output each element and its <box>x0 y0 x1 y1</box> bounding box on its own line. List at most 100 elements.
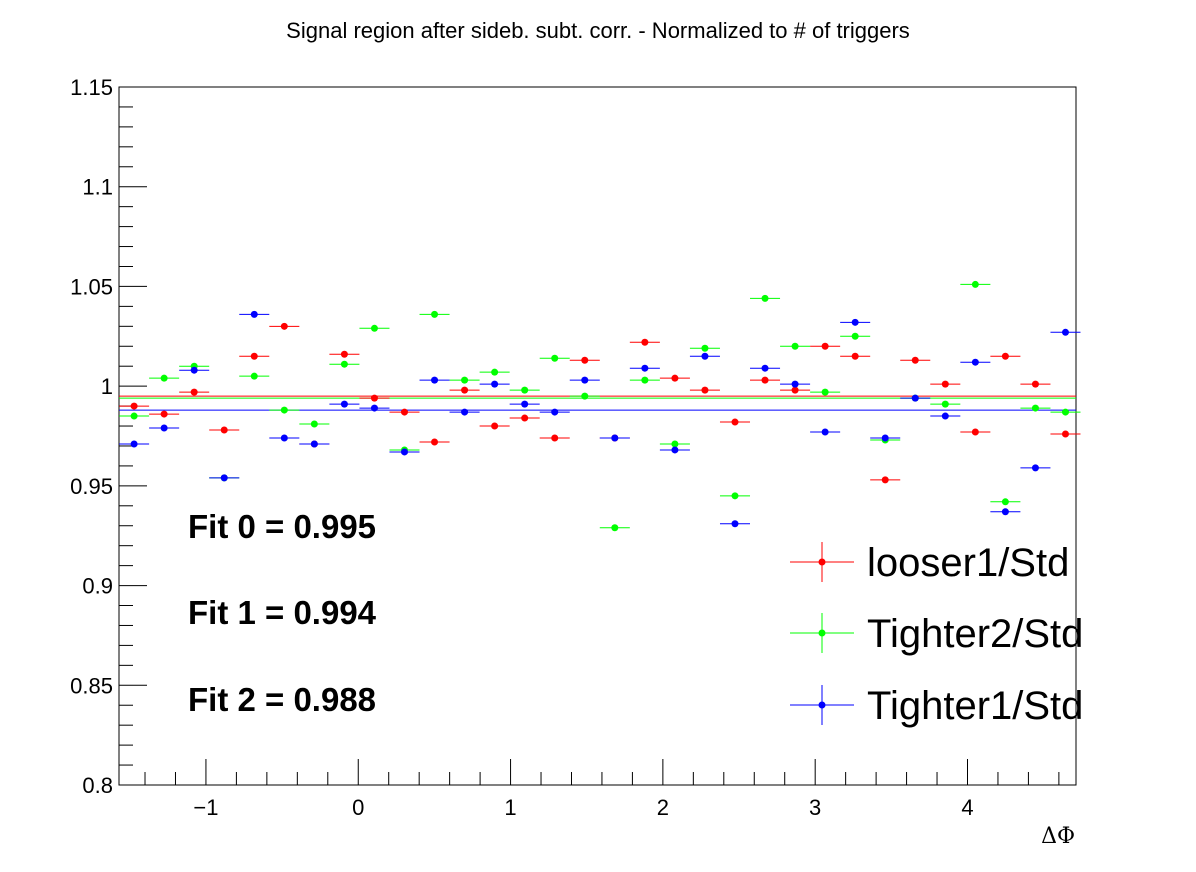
data-point <box>852 319 859 326</box>
data-point <box>762 365 769 372</box>
data-points <box>119 281 1080 531</box>
data-point <box>701 345 708 352</box>
data-point <box>281 323 288 330</box>
data-point <box>792 387 799 394</box>
data-point <box>311 440 318 447</box>
data-point <box>581 357 588 364</box>
data-point <box>461 409 468 416</box>
data-point <box>1002 353 1009 360</box>
data-point <box>551 355 558 362</box>
data-point <box>1062 329 1069 336</box>
data-point <box>491 381 498 388</box>
data-point <box>311 421 318 428</box>
data-point <box>822 429 829 436</box>
legend-label: looser1/Std <box>867 541 1069 585</box>
legend-entry-tighter2: Tighter2/Std <box>790 612 1083 656</box>
data-point <box>431 377 438 384</box>
data-point <box>131 440 138 447</box>
legend: looser1/Std Tighter2/Std Tighter1/Std <box>790 541 1083 728</box>
data-point <box>641 339 648 346</box>
data-point <box>731 492 738 499</box>
x-tick-label: 2 <box>657 795 669 820</box>
legend-label: Tighter1/Std <box>867 684 1083 728</box>
data-point <box>371 395 378 402</box>
y-tick-label: 0.9 <box>82 574 113 599</box>
data-point <box>882 434 889 441</box>
data-point <box>641 377 648 384</box>
data-point <box>401 409 408 416</box>
data-point <box>1062 409 1069 416</box>
y-tick-label: 0.8 <box>82 773 113 798</box>
data-point <box>822 343 829 350</box>
data-point <box>131 403 138 410</box>
data-point <box>581 377 588 384</box>
y-tick-label: 1.15 <box>70 75 113 100</box>
legend-label: Tighter2/Std <box>867 612 1083 656</box>
data-point <box>731 520 738 527</box>
y-tick-label: 0.85 <box>70 673 113 698</box>
data-point <box>221 427 228 434</box>
data-point <box>1062 431 1069 438</box>
data-point <box>1032 381 1039 388</box>
data-point <box>491 423 498 430</box>
data-point <box>611 524 618 531</box>
data-point <box>341 351 348 358</box>
data-point <box>641 365 648 372</box>
data-point <box>251 373 258 380</box>
data-point <box>251 353 258 360</box>
legend-marker-dot <box>819 559 826 566</box>
data-point <box>551 434 558 441</box>
data-point <box>161 411 168 418</box>
data-point <box>792 343 799 350</box>
x-tick-label: −1 <box>193 795 218 820</box>
data-point <box>1032 405 1039 412</box>
x-tick-label: 0 <box>352 795 364 820</box>
data-point <box>671 446 678 453</box>
data-point <box>972 359 979 366</box>
data-point <box>1002 508 1009 515</box>
legend-entry-tighter1: Tighter1/Std <box>790 684 1083 728</box>
x-tick-label: 3 <box>809 795 821 820</box>
data-point <box>762 377 769 384</box>
data-point <box>281 407 288 414</box>
fit-annotations: Fit 0 = 0.995 Fit 1 = 0.994 Fit 2 = 0.98… <box>188 508 377 718</box>
fit-lines <box>119 396 1076 410</box>
data-point <box>251 311 258 318</box>
data-point <box>341 361 348 368</box>
data-point <box>581 393 588 400</box>
data-point <box>942 381 949 388</box>
data-point <box>191 367 198 374</box>
y-tick-label: 1.05 <box>70 274 113 299</box>
data-point <box>912 357 919 364</box>
data-point <box>521 415 528 422</box>
data-point <box>942 413 949 420</box>
data-point <box>221 474 228 481</box>
data-point <box>762 295 769 302</box>
data-point <box>161 425 168 432</box>
y-tick-label: 1 <box>101 374 113 399</box>
x-tick-label: 1 <box>504 795 516 820</box>
data-point <box>942 401 949 408</box>
data-point <box>431 311 438 318</box>
data-point <box>461 377 468 384</box>
data-point <box>1032 464 1039 471</box>
legend-marker-dot <box>819 630 826 637</box>
data-point <box>671 440 678 447</box>
data-point <box>431 438 438 445</box>
data-point <box>521 387 528 394</box>
fit-2-annotation: Fit 2 = 0.988 <box>188 681 376 718</box>
data-point <box>701 353 708 360</box>
fit-0-annotation: Fit 0 = 0.995 <box>188 508 376 545</box>
data-point <box>972 429 979 436</box>
fit-1-annotation: Fit 1 = 0.994 <box>188 594 377 631</box>
data-point <box>281 434 288 441</box>
legend-marker-dot <box>819 702 826 709</box>
data-point <box>912 395 919 402</box>
data-point <box>882 476 889 483</box>
data-point <box>461 387 468 394</box>
data-point <box>972 281 979 288</box>
data-point <box>191 389 198 396</box>
data-point <box>731 419 738 426</box>
data-point <box>491 369 498 376</box>
